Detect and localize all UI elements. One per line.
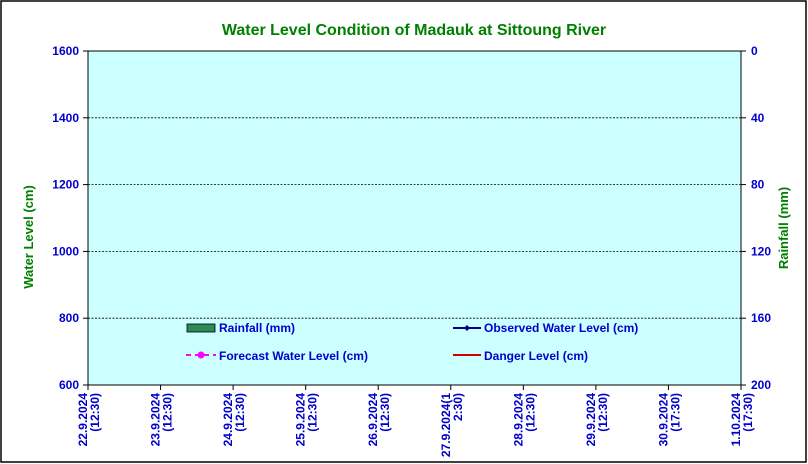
x-tick-label-time: 2:30) [451,393,465,421]
legend-forecast-label: Forecast Water Level (cm) [219,349,368,363]
x-tick-label-time: (12:30) [523,393,537,432]
y-tick-label: 1600 [52,44,79,58]
y-tick-label: 600 [59,378,79,392]
x-tick-label: 29.9.2024(12:30) [584,393,610,447]
x-tick-label-date: 28.9.2024 [511,393,525,447]
x-tick-label-time: (12:30) [88,393,102,432]
y2-axis-label: Rainfall (mm) [776,187,791,269]
legend-danger-label: Danger Level (cm) [484,349,588,363]
chart-title: Water Level Condition of Madauk at Sitto… [222,22,606,39]
x-tick-label: 25.9.2024(12:30) [294,393,320,447]
x-tick-label-date: 26.9.2024 [366,393,380,447]
x-tick-label-time: (12:30) [378,393,392,432]
x-tick-label: 22.9.2024(12:30) [76,393,102,447]
x-tick-label-time: (12:30) [596,393,610,432]
x-tick-label-time: (17:30) [668,393,682,432]
x-tick-label: 30.9.2024(17:30) [656,393,682,447]
legend-observed-label: Observed Water Level (cm) [484,321,638,335]
legend: Rainfall (mm) Observed Water Level (cm) … [186,321,638,363]
x-tick-label: 26.9.2024(12:30) [366,393,392,447]
y2-tick-label: 120 [751,244,771,258]
x-tick-label-date: 29.9.2024 [584,393,598,447]
x-tick-label-time: (12:30) [233,393,247,432]
x-tick-label-date: 23.9.2024 [149,393,163,447]
y2-tick-label: 160 [751,311,771,325]
x-tick-label: 28.9.2024(12:30) [511,393,537,447]
x-tick-label: 23.9.2024(12:30) [149,393,175,447]
x-tick-label: 1.10.2024(17:30) [729,393,755,447]
x-tick-label-date: 24.9.2024 [221,393,235,447]
y2-tick-label: 80 [751,178,765,192]
x-tick-label: 27.9.2024(12:30) [439,393,465,457]
y-tick-label: 1000 [52,244,79,258]
y2-tick-label: 200 [751,378,771,392]
x-tick-label-time: (17:30) [741,393,755,432]
y-axis-label: Water Level (cm) [21,185,36,289]
legend-rainfall-label: Rainfall (mm) [219,321,295,335]
y-tick-label: 800 [59,311,79,325]
x-tick-label-date: 25.9.2024 [294,393,308,447]
y-tick-label: 1400 [52,111,79,125]
x-tick-label-time: (12:30) [306,393,320,432]
y2-tick-label: 0 [751,44,758,58]
x-tick-label-time: (12:30) [161,393,175,432]
x-tick-label-date: 22.9.2024 [76,393,90,447]
y-tick-label: 1200 [52,178,79,192]
y2-tick-label: 40 [751,111,765,125]
x-tick-label-date: 1.10.2024 [729,393,743,447]
legend-rainfall-swatch [186,323,216,333]
x-tick-label-date: 27.9.2024(1 [439,393,453,457]
x-tick-label-date: 30.9.2024 [656,393,670,447]
legend-forecast-marker [197,351,205,359]
legend-observed-marker [464,325,470,331]
x-tick-label: 24.9.2024(12:30) [221,393,247,447]
plot-area [87,50,742,386]
